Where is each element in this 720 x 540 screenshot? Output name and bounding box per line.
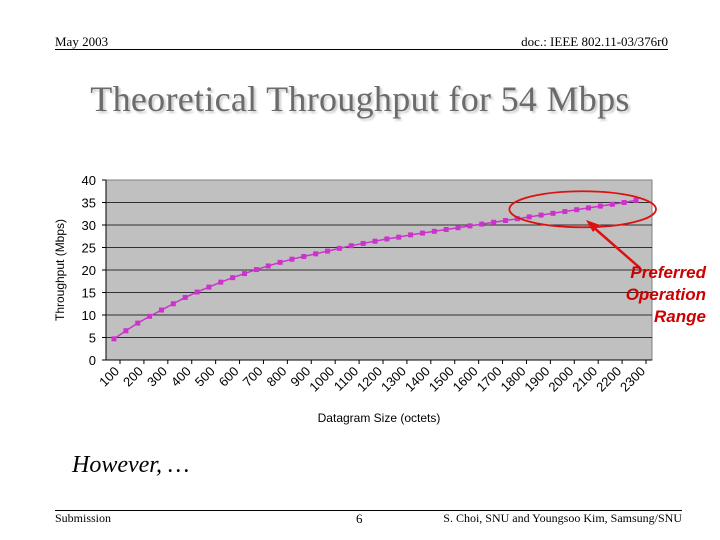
header-divider xyxy=(55,49,668,50)
y-tick-label: 15 xyxy=(82,286,96,301)
x-tick-label: 100 xyxy=(96,364,122,390)
y-tick-label: 40 xyxy=(82,173,96,188)
preferred-range-ellipse xyxy=(508,190,657,229)
throughput-chart: 0 5 10 15 20 25 30 35 40 100200300400500600700800… xyxy=(53,173,657,425)
header-doc-id: doc.: IEEE 802.11-03/376r0 xyxy=(521,34,668,49)
data-point xyxy=(170,301,176,307)
data-point xyxy=(218,279,224,285)
data-point xyxy=(194,289,200,295)
data-point xyxy=(230,275,236,281)
y-tick-label: 5 xyxy=(89,331,96,346)
x-tick-label: 1400 xyxy=(402,364,433,395)
data-point xyxy=(111,336,117,342)
x-tick-label: 1300 xyxy=(378,364,409,395)
x-tick-label: 2000 xyxy=(545,364,576,395)
x-tick-label: 400 xyxy=(168,364,194,390)
x-tick-label: 800 xyxy=(264,364,290,390)
x-tick-label: 2300 xyxy=(617,364,648,395)
data-point xyxy=(277,259,283,265)
data-point xyxy=(503,218,508,223)
data-point xyxy=(431,228,437,234)
data-point xyxy=(301,254,307,259)
footer-page-number: 6 xyxy=(356,511,363,526)
x-tick-label: 1200 xyxy=(354,364,385,395)
x-tick-label: 2200 xyxy=(593,364,624,395)
data-point xyxy=(325,248,331,254)
data-point xyxy=(550,210,556,216)
data-point xyxy=(313,251,319,257)
x-tick-label: 500 xyxy=(192,364,218,390)
x-tick-label: 300 xyxy=(144,364,170,390)
annotation-line-1: Preferred xyxy=(630,263,706,282)
y-tick-label: 30 xyxy=(82,218,96,233)
data-point xyxy=(621,200,627,205)
x-tick-label: 1700 xyxy=(474,364,505,395)
data-point xyxy=(360,240,366,246)
data-point xyxy=(348,243,354,249)
x-tick-label: 1500 xyxy=(426,364,457,395)
footer-divider xyxy=(55,510,682,511)
y-tick-label: 0 xyxy=(89,353,96,368)
x-tick-label: 700 xyxy=(240,364,266,390)
x-tick-label: 200 xyxy=(120,364,146,390)
data-point xyxy=(372,238,378,244)
annotation-arrowhead xyxy=(586,220,600,232)
preferred-range-annotation: Preferred Operation Range xyxy=(590,262,706,328)
annotation-line-3: Range xyxy=(654,307,706,326)
x-tick-label: 1900 xyxy=(521,364,552,395)
y-tick-label: 20 xyxy=(82,263,96,278)
data-point xyxy=(609,201,615,207)
data-point xyxy=(562,209,568,214)
data-point xyxy=(479,221,485,227)
x-tick-label: 600 xyxy=(216,364,242,390)
data-point xyxy=(242,271,247,277)
x-tick-label: 1100 xyxy=(331,364,361,394)
data-point xyxy=(633,197,639,203)
x-tick-label: 1600 xyxy=(450,364,481,395)
data-point xyxy=(574,207,580,213)
y-tick-label: 35 xyxy=(82,196,96,211)
data-point xyxy=(408,232,414,238)
data-point xyxy=(158,307,164,313)
slide-title: Theoretical Throughput for 54 Mbps xyxy=(90,79,630,119)
footer-authors: S. Choi, SNU and Youngsoo Kim, Samsung/S… xyxy=(443,511,682,525)
annotation-line-2: Operation xyxy=(625,285,706,304)
data-point xyxy=(455,225,461,231)
y-tick-label: 10 xyxy=(82,308,96,323)
data-point xyxy=(467,223,473,229)
data-point xyxy=(514,216,520,222)
data-point xyxy=(526,214,532,220)
data-point xyxy=(586,205,592,211)
x-tick-label: 1000 xyxy=(306,364,337,395)
data-point xyxy=(253,267,259,273)
data-point xyxy=(289,256,295,262)
data-point xyxy=(396,234,402,240)
data-point xyxy=(384,236,390,242)
data-point xyxy=(206,284,212,290)
data-point xyxy=(597,203,603,209)
data-point xyxy=(491,219,497,225)
x-axis-title: Datagram Size (octets) xyxy=(318,411,441,425)
footer-submission: Submission xyxy=(55,511,112,525)
data-point xyxy=(265,263,271,269)
data-point xyxy=(419,230,425,236)
body-text: However, … xyxy=(72,452,190,478)
annotation-arrow xyxy=(591,225,641,269)
header-date: May 2003 xyxy=(55,34,109,49)
data-point xyxy=(538,212,544,218)
y-axis-title: Throughput (Mbps) xyxy=(53,219,67,321)
data-point xyxy=(135,320,141,326)
x-tick-label: 1800 xyxy=(498,364,529,395)
data-point xyxy=(123,328,129,334)
y-tick-label: 25 xyxy=(82,241,96,256)
data-point xyxy=(147,313,153,319)
data-point xyxy=(336,245,342,251)
x-tick-label: 2100 xyxy=(569,364,600,395)
data-point xyxy=(182,294,188,300)
data-point xyxy=(443,227,449,232)
